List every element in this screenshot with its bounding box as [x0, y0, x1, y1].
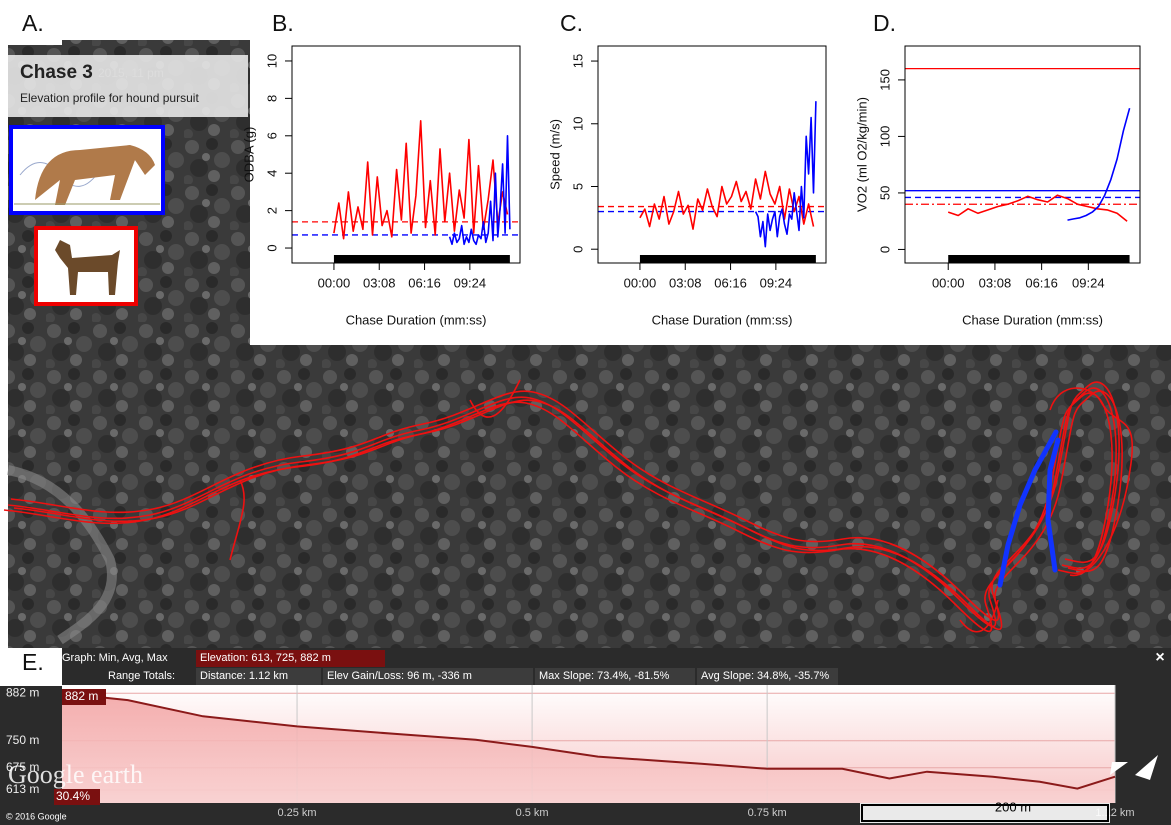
x-tick-label: 06:16 [714, 275, 747, 290]
info-box [196, 650, 385, 667]
plot-frame [597, 45, 827, 264]
label-box [0, 648, 62, 686]
x-tick-label: 09:24 [760, 275, 793, 290]
info-text: Graph: Min, Avg, Max [62, 652, 168, 664]
data-line [754, 101, 817, 248]
road [6, 465, 117, 645]
x-tick-label: 03:08 [669, 275, 702, 290]
panel-label: E. [22, 649, 44, 675]
y-axis-title: ODBA (g) [241, 127, 256, 183]
label-box [0, 0, 62, 45]
annotation: 30.4% [56, 789, 90, 803]
x-tick-label: 06:16 [1025, 275, 1058, 290]
rug-bar [948, 255, 1130, 263]
y-tick-label: 0 [877, 246, 892, 253]
scale-label: 200 m [995, 799, 1031, 814]
data-line [947, 194, 1128, 222]
y-tick-label: 10 [570, 117, 585, 131]
y-tick-label: 613 m [6, 782, 39, 796]
chart-panel [250, 0, 1171, 345]
y-tick-label: 2 [264, 207, 279, 214]
y-tick-label: 50 [877, 186, 892, 200]
puma-figure [35, 145, 155, 205]
copyright: © 2016 Google [6, 811, 67, 821]
y-tick-label: 6 [264, 132, 279, 139]
y-tick-label: 10 [264, 54, 279, 68]
overlay-card [8, 55, 248, 117]
puma-track [997, 429, 1061, 588]
watermark: Google earth [8, 760, 143, 789]
elevation-line [61, 692, 1116, 790]
scale-bar [860, 803, 1110, 823]
plot-frame [904, 45, 1141, 264]
y-tick-label: 0 [570, 246, 585, 253]
y-tick-label: 8 [264, 95, 279, 102]
panel-label: A. [22, 10, 44, 36]
x-axis-title: Chase Duration (mm:ss) [962, 312, 1103, 327]
y-tick-label: 100 [877, 126, 892, 148]
x-tick-label: 03:08 [979, 275, 1012, 290]
x-tick-label: 0.25 km [277, 807, 316, 819]
data-line [448, 135, 511, 246]
area-fill [62, 693, 1115, 803]
panel-label: B. [272, 10, 294, 36]
y-tick-label: 150 [877, 69, 892, 91]
annotation-box [54, 789, 100, 805]
data-line [1067, 107, 1131, 221]
data-line [333, 120, 509, 240]
plot-frame [291, 45, 521, 264]
x-tick-label: 00:00 [932, 275, 965, 290]
compass [1110, 755, 1158, 780]
x-tick-label: 00:00 [624, 275, 657, 290]
rug-bar [639, 255, 816, 263]
hound-figure [55, 240, 120, 295]
y-tick-label: 4 [264, 170, 279, 177]
y-axis-title: Speed (m/s) [547, 119, 562, 190]
annotation: 882 m [65, 689, 98, 703]
charts: 00:00 03:08 06:16 09:24 0 2 4 6 8 10 Chase Duratio… [6, 45, 1141, 819]
panel-label: C. [560, 10, 583, 36]
rug-bar [333, 255, 510, 263]
x-tick-label: 09:24 [1072, 275, 1105, 290]
x-axis-title: Chase Duration (mm:ss) [346, 312, 487, 327]
x-axis-title: Chase Duration (mm:ss) [652, 312, 793, 327]
x-tick-label: 0.75 km [748, 807, 787, 819]
overlay-title: Chase 3 [20, 62, 93, 83]
x-tick-label: 09:24 [454, 275, 487, 290]
header-strip [0, 0, 1171, 40]
x-tick-label: 03:08 [363, 275, 396, 290]
scale-bar-frame [861, 804, 1109, 822]
info-text: Avg Slope: 34.8%, -35.7% [701, 670, 829, 682]
info-text: Elev Gain/Loss: 96 m, -336 m [327, 670, 472, 682]
annotation-box [62, 689, 106, 705]
info-box [323, 668, 533, 685]
y-tick-label: 675 m [6, 760, 39, 774]
y-axis-title: VO2 (ml O2/kg/min) [854, 97, 869, 212]
info-text: Elevation: 613, 725, 882 m [200, 652, 331, 664]
x-tick-label: 00:00 [318, 275, 351, 290]
panel-label: D. [873, 10, 896, 36]
info-box [697, 668, 838, 685]
y-tick-label: 882 m [6, 685, 39, 699]
x-tick-label: 06:16 [408, 275, 441, 290]
y-tick-label: 0 [264, 244, 279, 251]
info-text: Max Slope: 73.4%, -81.5% [539, 670, 669, 682]
x-tick-label: 0.5 km [516, 807, 549, 819]
y-tick-label: 750 m [6, 733, 39, 747]
y-tick-label: 15 [570, 54, 585, 68]
info-text: Distance: 1.12 km [200, 670, 288, 682]
info-box [535, 668, 695, 685]
hound-tracks [3, 379, 1134, 633]
overlay-subtitle: Elevation profile for hound pursuit [20, 91, 199, 105]
info-box [196, 668, 321, 685]
overlay-date: 2015, 11 pm [98, 66, 164, 80]
y-tick-label: 5 [570, 183, 585, 190]
close-button[interactable]: × [1155, 649, 1164, 666]
info-text: Range Totals: [108, 670, 175, 682]
